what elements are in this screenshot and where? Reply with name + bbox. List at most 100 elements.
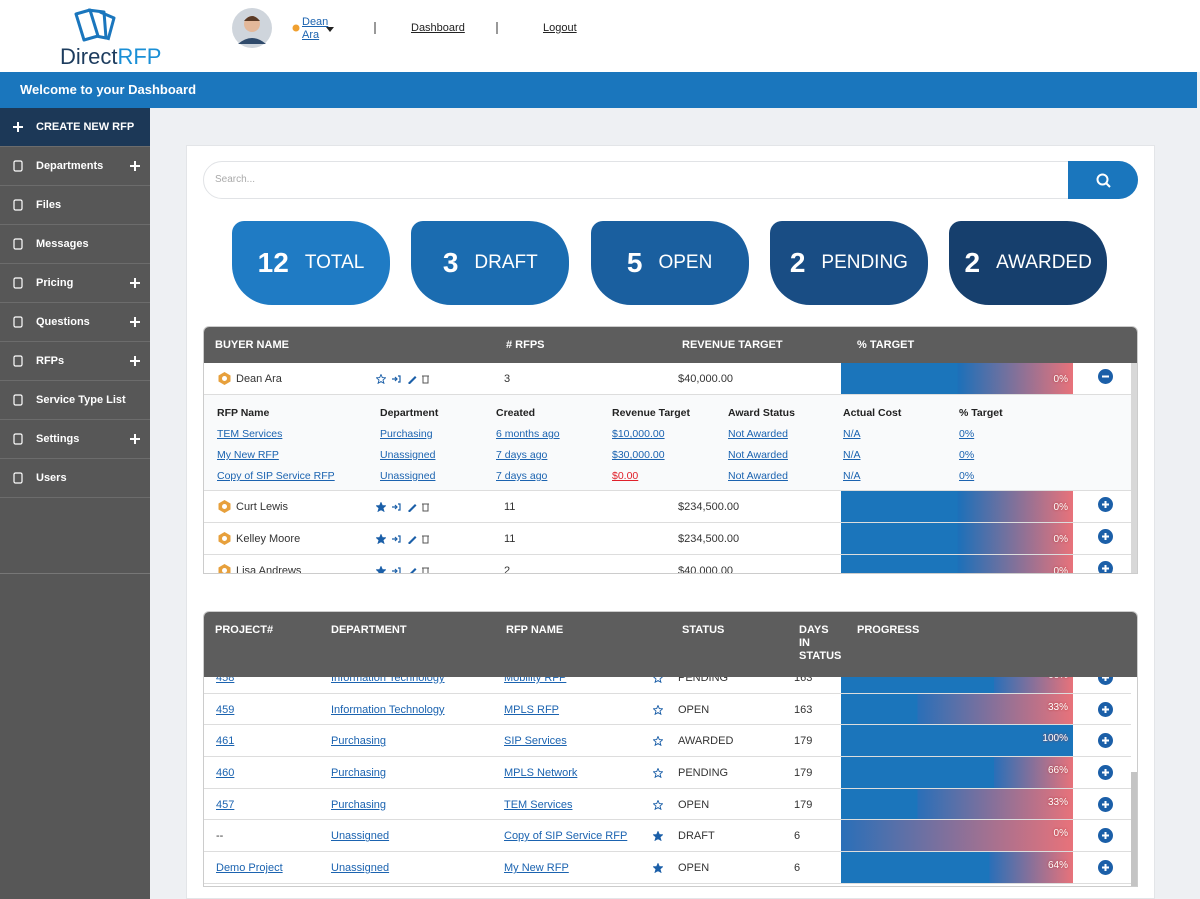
sidebar-item[interactable]: Files: [0, 186, 150, 225]
detail-cell[interactable]: N/A: [843, 428, 861, 440]
department[interactable]: Purchasing: [331, 735, 387, 748]
detail-cell[interactable]: $10,000.00: [612, 428, 665, 440]
rfp-name[interactable]: Mobility RFP: [504, 677, 567, 684]
detail-header: Department: [380, 407, 439, 419]
collapse-button[interactable]: [1098, 369, 1113, 384]
detail-header: % Target: [959, 407, 1003, 419]
expand-button[interactable]: [1098, 561, 1113, 574]
progress-bar: 33%: [841, 693, 1073, 725]
expand-button[interactable]: [1098, 733, 1113, 749]
stat-card[interactable]: 2 AWARDED: [949, 221, 1108, 305]
sidebar-item[interactable]: Questions: [0, 303, 150, 342]
detail-cell[interactable]: My New RFP: [217, 449, 279, 461]
stat-card[interactable]: 3 DRAFT: [411, 221, 570, 305]
sidebar-item[interactable]: Messages: [0, 225, 150, 264]
detail-cell[interactable]: TEM Services: [217, 428, 283, 440]
column-header: STATUS: [682, 624, 725, 636]
expand-button[interactable]: [1098, 701, 1113, 717]
department[interactable]: Purchasing: [331, 767, 387, 780]
detail-cell[interactable]: Purchasing: [380, 428, 433, 440]
divider: [374, 22, 376, 34]
progress-bar: 66%: [841, 677, 1073, 693]
stat-label: TOTAL: [304, 252, 365, 273]
progress-bar: 66%: [841, 757, 1073, 788]
detail-cell[interactable]: Not Awarded: [728, 449, 788, 461]
progress-label: 0%: [1053, 828, 1068, 840]
project-number[interactable]: 457: [216, 798, 235, 811]
stat-label: OPEN: [658, 252, 713, 273]
progress-label: 66%: [1047, 765, 1068, 777]
department[interactable]: Unassigned: [331, 830, 390, 843]
detail-cell[interactable]: Not Awarded: [728, 428, 788, 440]
detail-cell[interactable]: 7 days ago: [496, 470, 548, 482]
buyer-name: Dean Ara: [236, 373, 282, 385]
expand-button[interactable]: [1098, 860, 1113, 876]
column-header: BUYER NAME: [215, 339, 289, 351]
detail-cell[interactable]: $0.00: [612, 470, 639, 482]
star-outline: [653, 677, 663, 683]
detail-cell[interactable]: 0%: [959, 470, 975, 482]
rfp-name[interactable]: Copy of SIP Service RFP: [504, 830, 628, 843]
department[interactable]: Information Technology: [331, 677, 445, 684]
detail-cell[interactable]: 6 months ago: [496, 428, 560, 440]
sidebar-item[interactable]: Pricing: [0, 264, 150, 303]
sidebar-item[interactable]: Departments: [0, 147, 150, 186]
buyer-rfps: 11: [504, 533, 516, 545]
expand-button[interactable]: [1098, 677, 1113, 685]
sidebar-item[interactable]: Users: [0, 459, 150, 498]
expand-button[interactable]: [1098, 828, 1113, 844]
department[interactable]: Purchasing: [331, 798, 387, 811]
nav-logout[interactable]: Logout: [543, 22, 577, 34]
detail-cell[interactable]: Not Awarded: [728, 470, 788, 482]
buyer-revenue: $234,500.00: [678, 533, 740, 545]
detail-cell[interactable]: 0%: [959, 449, 975, 461]
rfp-name[interactable]: TEM Services: [504, 798, 573, 811]
project-row: 459 Information Technology MPLS RFP OPEN 163…: [204, 693, 1131, 726]
sidebar-item[interactable]: RFPs: [0, 342, 150, 381]
stat-card[interactable]: 12 TOTAL: [232, 221, 390, 305]
sidebar-item[interactable]: Settings: [0, 420, 150, 459]
department[interactable]: Information Technology: [331, 703, 445, 716]
expand-button[interactable]: [1098, 497, 1113, 512]
buyer-revenue: $40,000.00: [678, 373, 734, 385]
rfp-name[interactable]: My New RFP: [504, 862, 569, 875]
action-icons: [392, 535, 429, 544]
progress-label: 64%: [1047, 860, 1068, 872]
buyer-name: Kelley Moore: [236, 533, 301, 545]
search-button[interactable]: [1068, 161, 1138, 199]
project-number[interactable]: 458: [216, 677, 235, 684]
project-number[interactable]: Demo Project: [216, 862, 283, 875]
search-input[interactable]: Search...: [203, 161, 1138, 199]
nav-dashboard[interactable]: Dashboard: [411, 22, 465, 34]
column-header: DEPARTMENT: [331, 624, 407, 636]
detail-cell[interactable]: 7 days ago: [496, 449, 548, 461]
detail-cell[interactable]: N/A: [843, 449, 861, 461]
rfp-name[interactable]: MPLS Network: [504, 767, 578, 780]
detail-cell[interactable]: Copy of SIP Service RFP: [217, 470, 335, 482]
detail-cell[interactable]: Unassigned: [380, 449, 436, 461]
project-number[interactable]: 460: [216, 767, 235, 780]
sidebar-expand: [130, 434, 140, 444]
sidebar-icon: [13, 199, 23, 211]
buyer-badge: [218, 372, 231, 385]
sidebar-item[interactable]: Service Type List: [0, 381, 150, 420]
expand-button[interactable]: [1098, 765, 1113, 781]
buyer-rfps: 2: [504, 565, 511, 574]
project-number[interactable]: 461: [216, 735, 235, 748]
days-in-status: 6: [794, 862, 801, 875]
rfp-name[interactable]: SIP Services: [504, 735, 567, 748]
user-menu[interactable]: Dean Ara: [302, 16, 329, 41]
detail-cell[interactable]: $30,000.00: [612, 449, 665, 461]
sidebar-item[interactable]: CREATE NEW RFP: [0, 108, 150, 147]
detail-cell[interactable]: Unassigned: [380, 470, 436, 482]
project-number[interactable]: 459: [216, 703, 235, 716]
stat-card[interactable]: 5 OPEN: [590, 221, 749, 305]
detail-cell[interactable]: 0%: [959, 428, 975, 440]
stat-card[interactable]: 2 PENDING: [769, 221, 928, 305]
rfp-name[interactable]: MPLS RFP: [504, 703, 560, 716]
expand-button[interactable]: [1098, 529, 1113, 544]
sidebar-label: Service Type List: [36, 394, 126, 406]
detail-cell[interactable]: N/A: [843, 470, 861, 482]
department[interactable]: Unassigned: [331, 862, 390, 875]
expand-button[interactable]: [1098, 796, 1113, 812]
